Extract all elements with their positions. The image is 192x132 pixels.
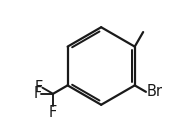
Text: F: F: [49, 105, 57, 120]
Text: F: F: [35, 81, 43, 95]
Text: Br: Br: [146, 84, 163, 99]
Text: F: F: [33, 86, 41, 101]
